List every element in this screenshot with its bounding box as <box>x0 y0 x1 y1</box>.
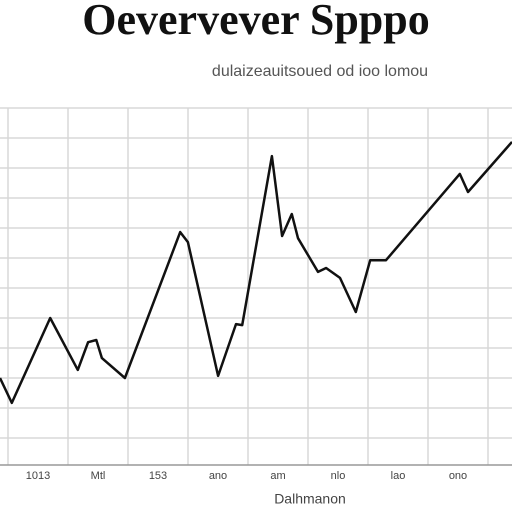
x-tick-label: 153 <box>149 470 167 482</box>
x-axis-label: Dalhmanon <box>274 491 346 507</box>
x-tick-label: 1013 <box>26 470 50 482</box>
chart-subtitle: dulaizeauitsoued od ioo lomou <box>212 63 428 80</box>
data-line <box>0 141 512 405</box>
x-tick-label: ono <box>449 470 467 482</box>
x-tick-label: lao <box>391 470 406 482</box>
x-tick-label: Mtl <box>91 470 106 482</box>
x-tick-label: nlo <box>331 470 346 482</box>
x-tick-label: am <box>270 470 285 482</box>
chart-title: Oevervever Spppo <box>82 0 430 44</box>
x-tick-label: ano <box>209 470 227 482</box>
